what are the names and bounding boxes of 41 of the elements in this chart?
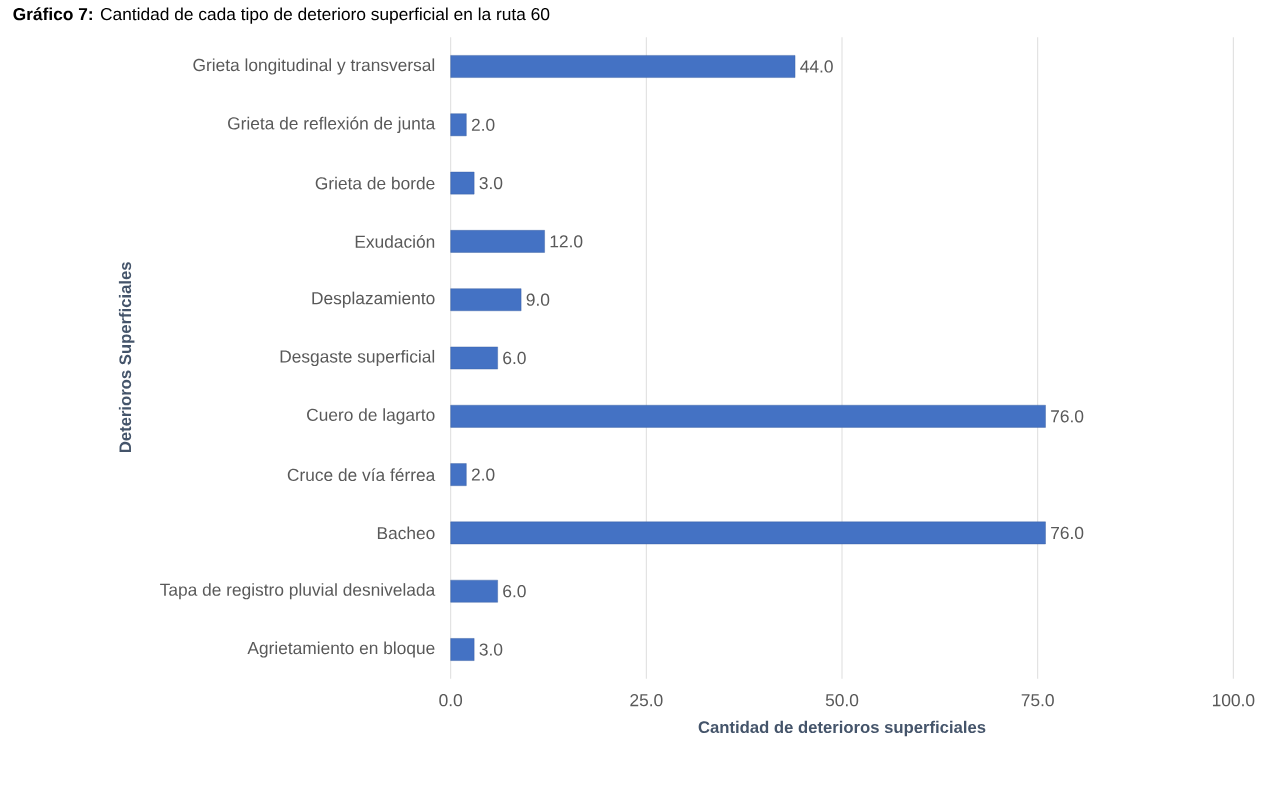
bar <box>450 521 1046 545</box>
y-tick-label: Tapa de registro pluvial desnivelada <box>160 583 436 600</box>
data-label: 2.0 <box>471 118 495 132</box>
data-label: 6.0 <box>503 585 526 598</box>
text: Gráfico 7: Cantidad de cada tipo de deterioro superficial en la ruta 60 <box>13 7 550 24</box>
y-tick-label: Exudación <box>355 235 435 249</box>
data-label: 6.0 <box>503 352 526 365</box>
bar <box>450 405 1046 428</box>
bar <box>450 638 475 661</box>
x-tick-label: 25.0 <box>630 694 663 707</box>
y-tick-label: Desplazamiento <box>312 291 435 308</box>
bar <box>450 288 522 312</box>
data-label: 9.0 <box>526 293 550 306</box>
y-tick-label: Grieta de borde <box>315 176 435 190</box>
y-tick-label: Cruce de vía férrea <box>287 468 436 482</box>
y-tick-label: Grieta longitudinal y transversal <box>193 58 435 75</box>
data-label: 76.0 <box>1051 526 1084 540</box>
y-axis-title: Deterioros Superficiales <box>118 262 135 453</box>
data-label: 44.0 <box>800 60 833 73</box>
x-tick-label: 0.0 <box>439 694 463 707</box>
y-tick-label: Grieta de reflexión de junta <box>228 116 436 134</box>
x-tick-label: 75.0 <box>1021 694 1054 707</box>
data-label: 76.0 <box>1051 410 1084 423</box>
x-tick-label: 100.0 <box>1212 694 1255 707</box>
x-tick-label: 50.0 <box>825 694 859 707</box>
x-axis-title: Cantidad de deterioros superficiales <box>698 720 986 737</box>
y-tick-label: Bacheo <box>377 526 435 540</box>
bar <box>450 346 498 370</box>
bar <box>450 55 796 78</box>
bar <box>450 230 545 253</box>
y-tick-label: Desgaste superficial <box>280 350 435 367</box>
y-tick-label: Cuero de lagarto <box>307 408 435 425</box>
bar <box>450 580 498 603</box>
y-tick-label: Agrietamiento en bloque <box>247 641 435 658</box>
data-label: 12.0 <box>550 235 583 248</box>
bar <box>450 463 467 487</box>
data-label: 3.0 <box>479 177 503 190</box>
data-label: 3.0 <box>479 643 503 656</box>
data-label: 2.0 <box>471 468 495 481</box>
bar <box>450 171 475 195</box>
bar <box>450 113 467 137</box>
